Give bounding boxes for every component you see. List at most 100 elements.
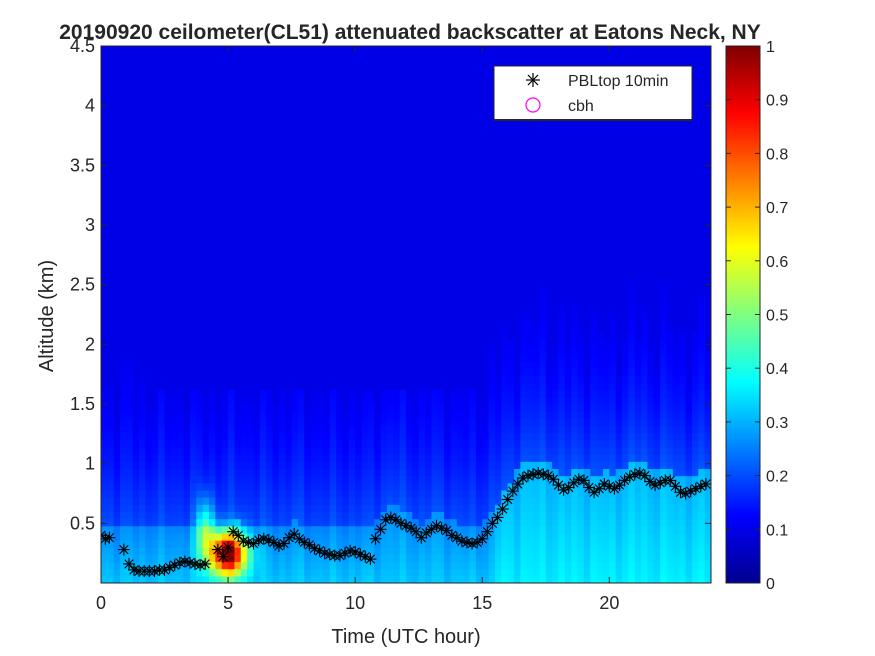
pbltop-marker xyxy=(308,542,321,555)
colorbar-tick-label: 0.5 xyxy=(766,308,788,325)
pbltop-marker xyxy=(669,480,682,493)
pbltop-marker xyxy=(476,532,489,545)
pbltop-marker xyxy=(567,476,580,489)
heatmap xyxy=(101,46,711,583)
pbltop-marker xyxy=(222,541,235,554)
y-tick-label: 4 xyxy=(85,96,95,116)
pbltop-marker xyxy=(481,525,494,538)
colorbar-tick-label: 1 xyxy=(766,39,775,56)
colorbar-tick-label: 0.2 xyxy=(766,469,788,486)
x-tick-label: 5 xyxy=(223,593,233,613)
legend-circle-icon xyxy=(525,97,541,113)
pbltop-marker xyxy=(117,543,130,556)
pbltop-marker xyxy=(684,485,697,498)
y-axis: 0.5 1 1.5 2 2.5 3 3.5 4 4.5 xyxy=(70,36,711,533)
pbltop-marker xyxy=(618,474,631,487)
pbltop-marker xyxy=(613,479,626,492)
pbltop-marker xyxy=(232,529,245,542)
pbltop-marker xyxy=(267,536,280,549)
colorbar-tick-label: 0.3 xyxy=(766,415,788,432)
chart-title: 20190920 ceilometer(CL51) attenuated bac… xyxy=(59,21,760,44)
pbltop-marker xyxy=(359,550,372,563)
colorbar-tick-label: 0.8 xyxy=(766,146,788,163)
pbltop-marker xyxy=(516,472,529,484)
pbltop-marker xyxy=(400,519,412,532)
y-tick-label: 3.5 xyxy=(70,155,95,175)
colorbar-tick-label: 0.4 xyxy=(766,361,788,378)
pbltop-marker xyxy=(445,529,458,542)
pbltop-marker xyxy=(623,470,636,483)
pbltop-marker xyxy=(339,547,351,560)
pbltop-marker xyxy=(542,469,555,482)
pbltop-marker xyxy=(298,536,311,549)
pbltop-marker xyxy=(557,483,570,496)
legend-label-pbltop: PBLtop 10min xyxy=(568,73,669,90)
colorbar-tick-label: 0.9 xyxy=(766,93,788,110)
x-axis-label: Time (UTC hour) xyxy=(331,626,480,648)
pbltop-marker xyxy=(491,511,504,524)
y-axis-label: Altitude (km) xyxy=(36,260,58,372)
pbltop-marker xyxy=(374,523,387,536)
pbltop-marker xyxy=(654,476,667,489)
legend-box xyxy=(493,65,693,121)
pbltop-marker xyxy=(562,481,575,494)
pbltop-marker xyxy=(486,517,499,530)
pbltop-marker xyxy=(583,481,595,494)
legend-label-cbh: cbh xyxy=(568,98,594,115)
pbltop-marker xyxy=(103,531,116,544)
pbltop-marker xyxy=(313,544,326,557)
pbltop-marker xyxy=(364,553,377,566)
pbltop-marker xyxy=(247,537,260,550)
pbltop-marker xyxy=(168,559,181,572)
y-tick-label: 3 xyxy=(85,215,95,235)
pbltop-marker xyxy=(638,469,651,482)
x-tick-label: 20 xyxy=(599,593,619,613)
pbltop-marker xyxy=(199,557,212,570)
pbltop-marker xyxy=(410,525,423,538)
pbltop-marker xyxy=(178,555,191,568)
pbltop-marker xyxy=(394,517,407,530)
legend: PBLtop 10min cbh xyxy=(493,65,693,121)
colorbar xyxy=(725,45,761,584)
pbltop-marker xyxy=(664,474,677,487)
pbltop-marker xyxy=(506,485,519,498)
pbltop-marker xyxy=(272,540,285,552)
colorbar-axis: 0 0.1 0.2 0.3 0.4 0.5 0.6 0.7 0.8 0.9 1 xyxy=(726,39,788,593)
pbltop-marker xyxy=(430,519,443,532)
pbltop-marker xyxy=(384,511,397,524)
pbltop-series xyxy=(101,467,711,578)
pbltop-marker xyxy=(405,522,418,535)
pbltop-marker xyxy=(577,474,590,487)
x-tick-label: 15 xyxy=(472,593,492,613)
pbltop-marker xyxy=(694,480,707,493)
pbltop-marker xyxy=(699,478,711,490)
x-tick-label: 0 xyxy=(96,593,106,613)
colorbar-tick-label: 0.6 xyxy=(766,254,788,271)
pbltop-marker xyxy=(633,467,646,480)
colorbar-tick-label: 0.1 xyxy=(766,522,788,539)
y-tick-label: 2 xyxy=(85,334,95,354)
pbltop-marker xyxy=(333,549,346,562)
pbltop-marker xyxy=(603,480,616,493)
pbltop-marker xyxy=(496,503,509,515)
pbltop-marker xyxy=(598,478,611,490)
legend-asterisk-icon xyxy=(526,73,540,87)
pbltop-marker xyxy=(158,563,171,576)
pbltop-marker xyxy=(649,479,662,492)
pbltop-marker xyxy=(501,493,514,506)
y-tick-label: 1 xyxy=(85,454,95,474)
pbltop-marker xyxy=(211,543,224,556)
plot-frame xyxy=(100,45,712,584)
pbltop-marker xyxy=(608,482,621,495)
y-tick-label: 1.5 xyxy=(70,394,95,414)
pbltop-marker xyxy=(123,557,135,570)
pbltop-marker xyxy=(511,478,524,490)
pbltop-marker xyxy=(593,482,606,495)
pbltop-marker xyxy=(435,522,448,535)
colorbar-tick-label: 0.7 xyxy=(766,200,788,217)
y-tick-label: 2.5 xyxy=(70,275,95,295)
pbltop-marker xyxy=(262,534,275,546)
pbltop-marker xyxy=(278,537,290,550)
pbltop-marker xyxy=(547,473,560,486)
